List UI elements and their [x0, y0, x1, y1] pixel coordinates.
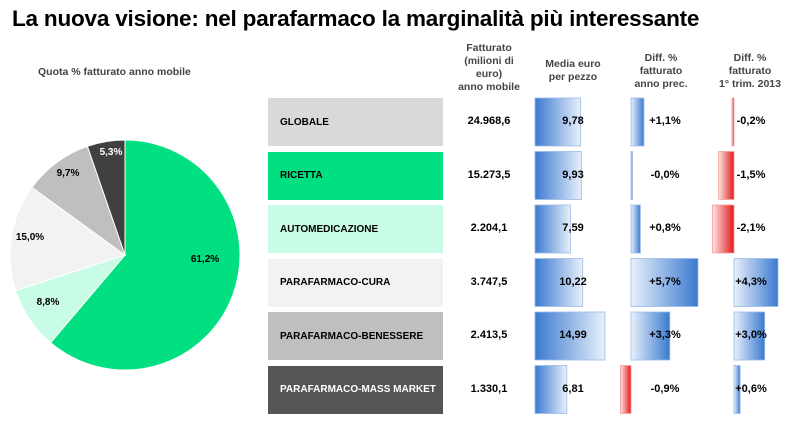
bar-diff-trim	[733, 311, 766, 361]
cell-fatturato: 1.330,1	[470, 382, 508, 395]
cell-media: 9,93	[562, 168, 584, 181]
pie-slice	[9, 186, 127, 292]
header-diff-trim: Diff. % fatturato 1° trim. 2013	[719, 52, 781, 90]
pie-caption: Quota % fatturato anno mobile	[38, 66, 191, 78]
pie-slice	[49, 139, 241, 371]
table-row-category: PARAFARMACO-MASS MARKET	[268, 365, 443, 414]
pie-slice-label: 5,3%	[100, 147, 123, 158]
cell-diff-anno: +3,3%	[649, 329, 681, 341]
pie-slice-label: 9,7%	[57, 168, 80, 179]
cell-media: 10,22	[559, 275, 587, 288]
cell-diff-anno: +5,7%	[649, 275, 681, 288]
cell-media: 14,99	[559, 329, 587, 341]
pie-slice-label: 15,0%	[16, 232, 44, 243]
table-row-category: PARAFARMACO-CURA	[268, 258, 443, 307]
pie-slice	[86, 139, 126, 256]
bar-diff-trim	[718, 151, 735, 200]
cell-fatturato: 2.413,5	[470, 329, 508, 341]
cell-diff-trim: -1,5%	[736, 168, 766, 181]
cell-diff-anno: +0,8%	[649, 222, 681, 234]
pie-chart: 61,2% 8,8% 15,0% 9,7% 5,3%	[9, 139, 241, 371]
table-row-category: AUTOMEDICAZIONE	[268, 205, 443, 253]
bar-diff-trim	[712, 204, 735, 254]
cell-diff-anno: -0,0%	[650, 168, 680, 181]
cell-fatturato: 15.273,5	[467, 168, 511, 181]
table-row-category: GLOBALE	[268, 98, 443, 146]
header-fatturato: Fatturato (milioni di euro) anno mobile	[458, 42, 520, 93]
cell-diff-anno: +1,1%	[649, 115, 681, 127]
cell-diff-trim: -0,2%	[736, 115, 766, 127]
cell-diff-trim: +4,3%	[735, 275, 767, 288]
cell-media: 7,59	[562, 222, 584, 234]
bar-media	[534, 204, 571, 254]
bar-diff-trim	[733, 365, 741, 414]
cell-diff-trim: +0,6%	[735, 382, 767, 395]
bar-diff-anno	[630, 258, 699, 307]
bar-diff-anno	[630, 311, 671, 361]
cell-fatturato: 3.747,5	[470, 275, 508, 288]
cell-diff-anno: -0,9%	[650, 382, 680, 395]
cell-diff-trim: +3,0%	[735, 329, 767, 341]
page-title: La nuova visione: nel parafarmaco la mar…	[12, 6, 700, 31]
cell-fatturato: 24.968,6	[467, 115, 511, 127]
cell-fatturato: 2.204,1	[470, 222, 508, 234]
bar-media	[534, 258, 584, 307]
bar-media	[534, 311, 606, 361]
table-row-category: PARAFARMACO-BENESSERE	[268, 312, 443, 360]
header-diff-anno: Diff. % fatturato anno prec.	[634, 52, 688, 90]
cell-media: 6,81	[562, 382, 584, 395]
table-row-category: RICETTA	[268, 151, 443, 200]
bar-diff-anno	[630, 204, 641, 254]
header-media: Media euro per pezzo	[545, 58, 601, 83]
bar-media	[534, 151, 582, 200]
cell-diff-trim: -2,1%	[736, 222, 766, 234]
bar-media	[534, 97, 582, 147]
bar-media	[534, 365, 568, 414]
cell-media: 9,78	[562, 115, 584, 127]
pie-slice-label: 8,8%	[37, 297, 60, 308]
bar-diff-trim	[733, 258, 779, 307]
bar-diff-anno	[620, 365, 632, 414]
bar-diff-anno	[630, 151, 633, 200]
bar-diff-anno	[630, 97, 645, 147]
bar-diff-trim	[731, 97, 735, 147]
pie-slice-label: 61,2%	[191, 254, 219, 265]
